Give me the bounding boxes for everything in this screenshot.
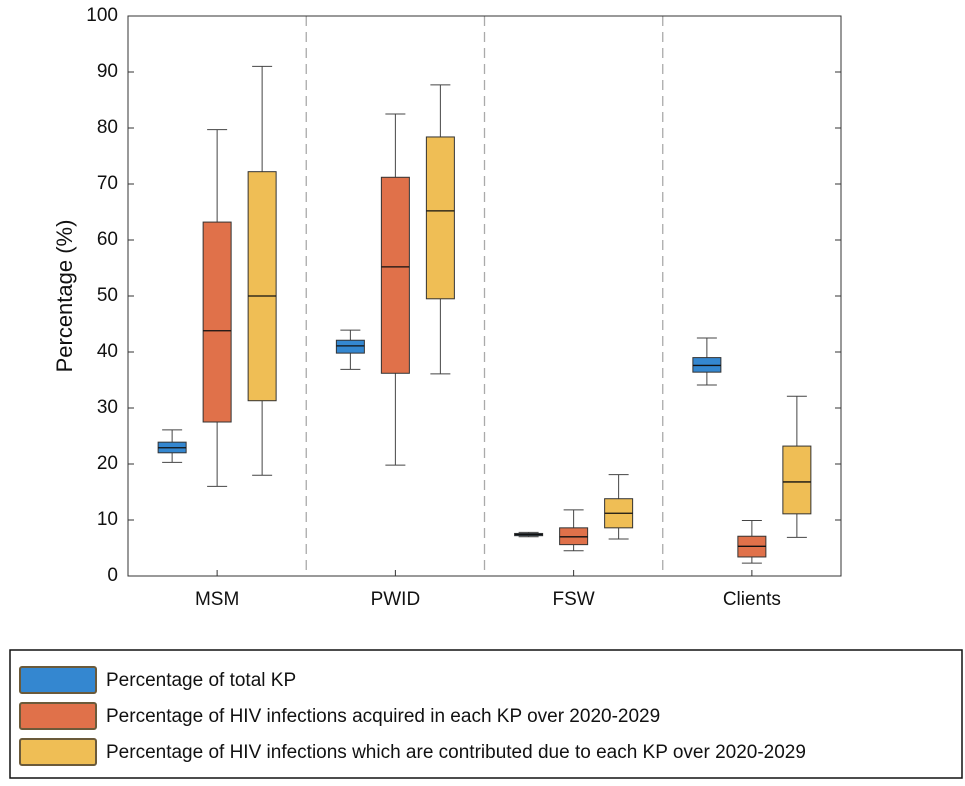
box (782, 445, 812, 515)
x-tick-label: Clients (723, 589, 781, 610)
legend-label: Percentage of HIV infections which are c… (106, 742, 806, 763)
y-tick-label: 70 (97, 173, 118, 194)
y-tick-label: 100 (86, 5, 118, 26)
y-tick-label: 20 (97, 453, 118, 474)
box (202, 221, 232, 423)
y-axis-label: Percentage (%) (52, 220, 77, 373)
legend-label: Percentage of HIV infections acquired in… (106, 706, 660, 727)
x-tick-label: FSW (553, 589, 595, 610)
x-tick-label: PWID (371, 589, 421, 610)
y-tick-label: 60 (97, 229, 118, 250)
y-tick-label: 50 (97, 285, 118, 306)
y-tick-label: 90 (97, 61, 118, 82)
y-tick-label: 80 (97, 117, 118, 138)
y-tick-label: 40 (97, 341, 118, 362)
x-tick-label: MSM (195, 589, 239, 610)
box (425, 136, 455, 300)
box (335, 339, 365, 354)
legend-swatch (19, 738, 97, 766)
plot-frame (127, 15, 842, 577)
box (380, 176, 410, 374)
box (247, 171, 277, 402)
y-tick-label: 30 (97, 397, 118, 418)
legend-swatch (19, 702, 97, 730)
legend-swatch (19, 666, 97, 694)
legend-frame (9, 649, 963, 779)
legend-label: Percentage of total KP (106, 670, 296, 691)
y-tick-label: 0 (107, 565, 118, 586)
y-tick-label: 10 (97, 509, 118, 530)
